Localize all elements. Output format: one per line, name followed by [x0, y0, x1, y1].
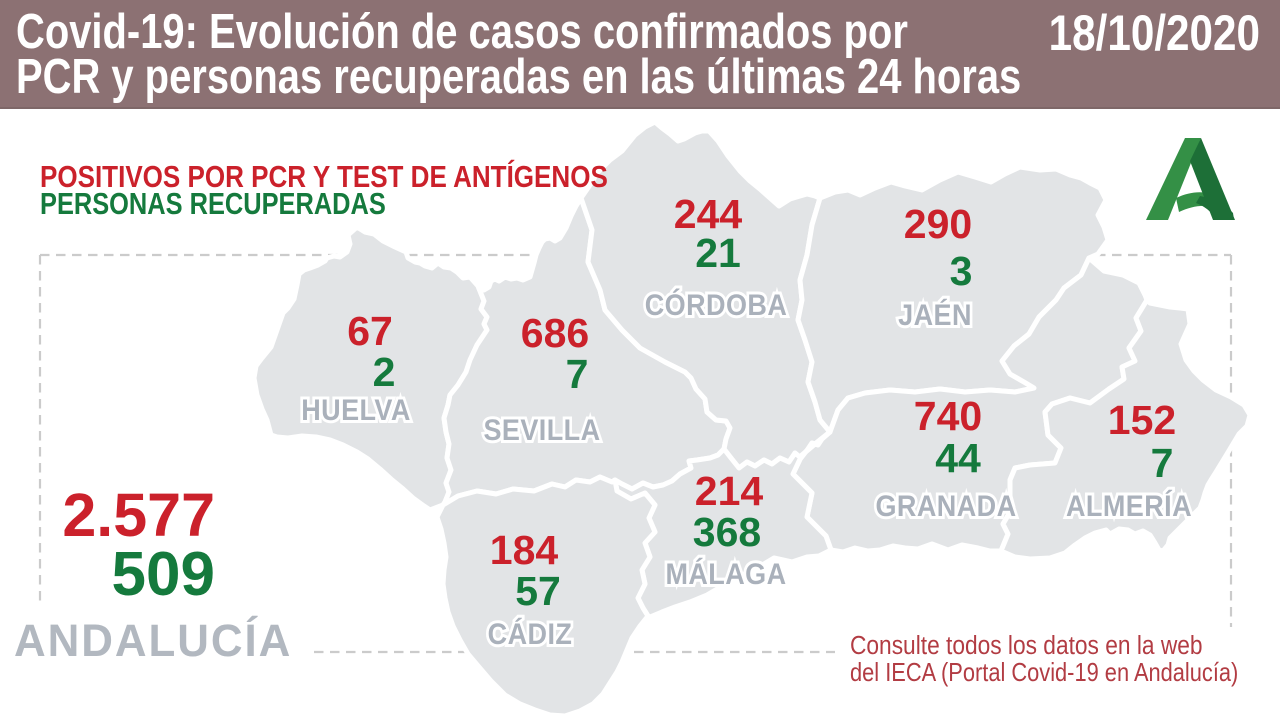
svg-text:2: 2 — [373, 349, 396, 395]
svg-text:67: 67 — [347, 308, 393, 354]
svg-text:7: 7 — [566, 351, 589, 397]
svg-text:290: 290 — [904, 201, 972, 247]
svg-text:57: 57 — [515, 568, 561, 614]
svg-text:POSITIVOS POR PCR Y TEST DE AN: POSITIVOS POR PCR Y TEST DE ANTÍGENOS — [40, 158, 608, 195]
svg-text:Covid-19: Evolución de casos c: Covid-19: Evolución de casos confirmados… — [16, 5, 908, 59]
svg-text:Consulte todos los datos en la: Consulte todos los datos en la web — [850, 632, 1203, 661]
svg-text:21: 21 — [695, 230, 741, 276]
svg-text:152: 152 — [1108, 397, 1176, 443]
svg-text:PCR y personas recuperadas en: PCR y personas recuperadas en las última… — [16, 50, 1021, 104]
svg-text:del IECA (Portal Covid-19 en A: del IECA (Portal Covid-19 en Andalucía) — [850, 658, 1238, 687]
svg-text:44: 44 — [935, 435, 981, 481]
svg-text:ANDALUCÍA: ANDALUCÍA — [14, 615, 292, 666]
svg-text:509: 509 — [112, 540, 215, 609]
svg-text:CÓRDOBA: CÓRDOBA — [645, 289, 788, 323]
svg-text:3: 3 — [950, 248, 973, 294]
svg-text:686: 686 — [521, 310, 589, 356]
svg-text:740: 740 — [914, 393, 982, 439]
svg-text:SEVILLA: SEVILLA — [483, 414, 600, 448]
svg-text:368: 368 — [693, 509, 761, 555]
svg-text:PERSONAS RECUPERADAS: PERSONAS RECUPERADAS — [40, 187, 386, 222]
svg-text:184: 184 — [490, 527, 559, 573]
svg-text:GRANADA: GRANADA — [875, 490, 1016, 524]
svg-text:HUELVA: HUELVA — [301, 394, 411, 428]
svg-text:JAÉN: JAÉN — [898, 299, 972, 333]
svg-text:MÁLAGA: MÁLAGA — [665, 558, 786, 592]
svg-text:CÁDIZ: CÁDIZ — [488, 618, 573, 652]
svg-text:214: 214 — [695, 468, 764, 514]
svg-text:7: 7 — [1151, 440, 1174, 486]
svg-text:ALMERÍA: ALMERÍA — [1066, 490, 1192, 524]
svg-text:18/10/2020: 18/10/2020 — [1049, 5, 1260, 61]
svg-text:2.577: 2.577 — [62, 481, 215, 549]
svg-text:244: 244 — [674, 191, 743, 237]
